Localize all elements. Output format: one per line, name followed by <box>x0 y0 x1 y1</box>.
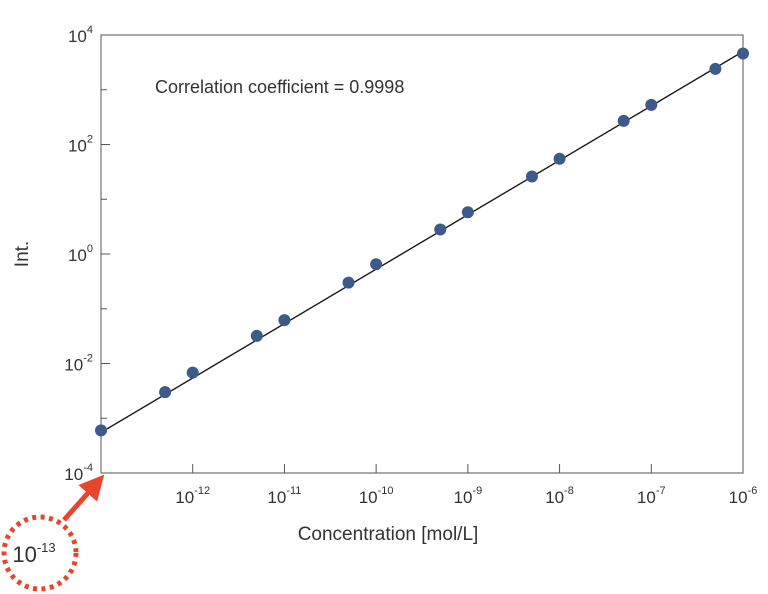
x-tick-label: 10-12 <box>175 485 210 507</box>
data-point <box>186 366 199 379</box>
callout-base: 10 <box>12 542 36 567</box>
data-point <box>645 98 658 111</box>
y-tick-label: 10-2 <box>64 353 93 375</box>
y-tick-base: 10 <box>64 356 83 375</box>
data-point <box>250 329 263 342</box>
x-tick-base: 10 <box>267 488 286 507</box>
data-point <box>370 258 383 271</box>
callout-arrow <box>62 474 105 522</box>
fit-line <box>100 50 744 434</box>
data-points <box>95 47 749 437</box>
y-tick-label: 10-4 <box>64 462 93 484</box>
data-point <box>525 170 538 183</box>
x-tick-label: 10-11 <box>267 485 301 507</box>
y-tick-exponent: 4 <box>87 24 93 36</box>
y-tick-exponent: 0 <box>87 243 93 255</box>
callout-circle <box>1 514 79 592</box>
y-axis-title: Int. <box>12 241 33 267</box>
data-point <box>278 314 291 327</box>
x-tick-label: 10-8 <box>545 485 574 507</box>
y-minor-ticks <box>101 89 107 419</box>
data-point <box>617 114 630 127</box>
x-tick-base: 10 <box>545 488 564 507</box>
y-tick-base: 10 <box>68 27 87 46</box>
x-tick-base: 10 <box>359 488 378 507</box>
callout-exponent: -13 <box>37 540 56 555</box>
min-concentration-callout: 10-13 <box>1 474 105 592</box>
x-tick-base: 10 <box>454 488 473 507</box>
plot-frame <box>100 34 744 474</box>
x-tick-exponent: -9 <box>472 485 482 497</box>
x-tick-base: 10 <box>729 488 748 507</box>
x-tick-exponent: -6 <box>748 485 758 497</box>
callout-label: 10-13 <box>12 540 55 567</box>
y-tick-base: 10 <box>68 137 87 156</box>
data-point <box>737 47 749 60</box>
x-tick-exponent: -12 <box>194 485 210 497</box>
x-tick-label: 10-7 <box>637 485 666 507</box>
data-point <box>709 62 722 75</box>
x-tick-base: 10 <box>637 488 656 507</box>
x-tick-exponent: -11 <box>286 485 301 497</box>
y-tick-exponent: -2 <box>83 353 93 365</box>
data-point <box>434 223 447 236</box>
correlation-annotation: Correlation coefficient = 0.9998 <box>155 77 404 97</box>
y-tick-exponent: -4 <box>83 462 93 474</box>
x-tick-exponent: -8 <box>564 485 574 497</box>
x-tick-label: 10-10 <box>359 485 394 507</box>
data-point <box>95 424 107 437</box>
y-tick-label: 104 <box>68 24 93 46</box>
x-tick-label: 10-6 <box>729 485 758 507</box>
y-tick-label: 102 <box>68 134 93 156</box>
x-axis-title: Concentration [mol/L] <box>298 524 479 545</box>
y-tick-base: 10 <box>64 465 83 484</box>
y-tick-base: 10 <box>68 246 87 265</box>
x-tick-exponent: -7 <box>656 485 666 497</box>
data-point <box>159 386 172 399</box>
data-point <box>461 206 474 219</box>
y-tick-label: 100 <box>68 243 93 265</box>
x-tick-label: 10-9 <box>454 485 483 507</box>
data-point <box>553 152 566 165</box>
x-tick-base: 10 <box>175 488 194 507</box>
x-tick-exponent: -10 <box>378 485 394 497</box>
data-point <box>342 276 355 289</box>
x-ticks: 10-12 10-11 10-10 10-9 10-8 10-7 10-6 <box>175 464 757 507</box>
y-tick-exponent: 2 <box>87 134 93 146</box>
